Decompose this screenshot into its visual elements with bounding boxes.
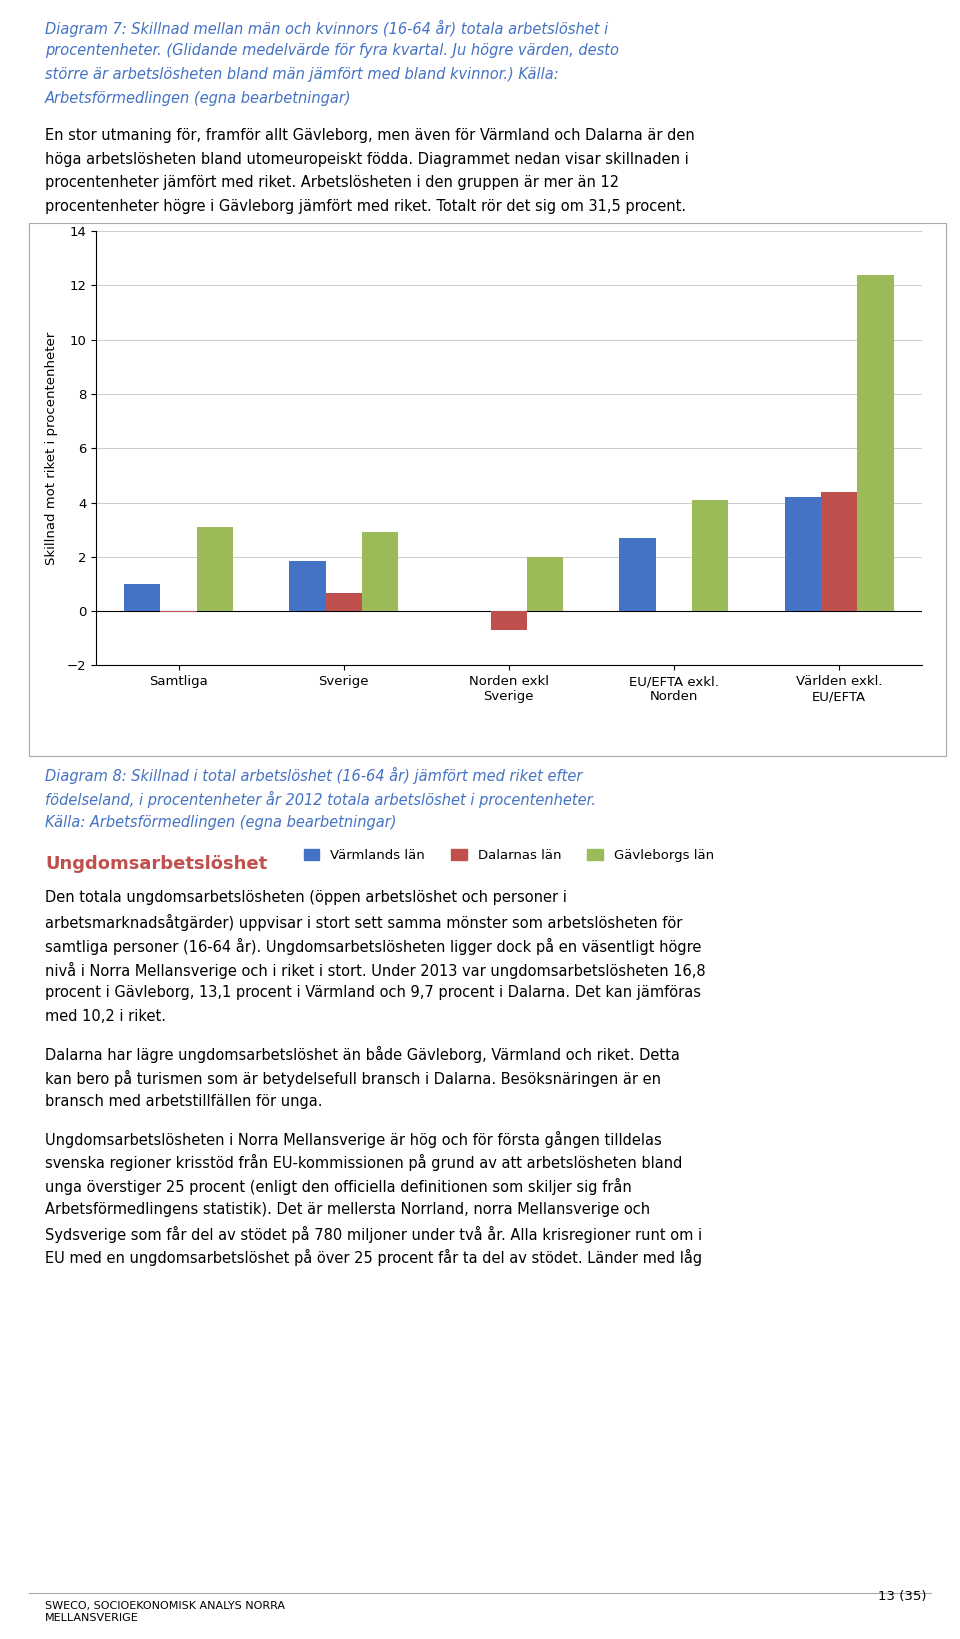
Text: En stor utmaning för, framför allt Gävleborg, men även för Värmland och Dalarna : En stor utmaning för, framför allt Gävle…: [45, 128, 695, 143]
Text: Diagram 8: Skillnad i total arbetslöshet (16-64 år) jämfört med riket efter: Diagram 8: Skillnad i total arbetslöshet…: [45, 767, 583, 783]
Text: procent i Gävleborg, 13,1 procent i Värmland och 9,7 procent i Dalarna. Det kan : procent i Gävleborg, 13,1 procent i Värm…: [45, 985, 701, 1000]
Text: arbetsmarknadsåtgärder) uppvisar i stort sett samma mönster som arbetslösheten f: arbetsmarknadsåtgärder) uppvisar i stort…: [45, 915, 683, 931]
Text: EU med en ungdomsarbetslöshet på över 25 procent får ta del av stödet. Länder me: EU med en ungdomsarbetslöshet på över 25…: [45, 1249, 703, 1267]
Text: kan bero på turismen som är betydelsefull bransch i Dalarna. Besöksnäringen är e: kan bero på turismen som är betydelseful…: [45, 1070, 661, 1087]
Text: Ungdomsarbetslösheten i Norra Mellansverige är hög och för första gången tilldel: Ungdomsarbetslösheten i Norra Mellansver…: [45, 1131, 661, 1147]
Text: Den totala ungdomsarbetslösheten (öppen arbetslöshet och personer i: Den totala ungdomsarbetslösheten (öppen …: [45, 890, 567, 905]
Text: procentenheter. (Glidande medelvärde för fyra kvartal. Ju högre värden, desto: procentenheter. (Glidande medelvärde för…: [45, 43, 619, 59]
Text: SWECO, SOCIOEKONOMISK ANALYS NORRA
MELLANSVERIGE: SWECO, SOCIOEKONOMISK ANALYS NORRA MELLA…: [45, 1601, 285, 1623]
Bar: [784, 497, 821, 611]
Text: Arbetsförmedlingen (egna bearbetningar): Arbetsförmedlingen (egna bearbetningar): [45, 90, 351, 107]
Text: Sydsverige som får del av stödet på 780 miljoner under två år. Alla krisregioner: Sydsverige som får del av stödet på 780 …: [45, 1226, 703, 1242]
Text: Diagram 7: Skillnad mellan män och kvinnors (16-64 år) totala arbetslöshet i: Diagram 7: Skillnad mellan män och kvinn…: [45, 20, 609, 36]
Bar: [124, 583, 160, 611]
Y-axis label: Skillnad mot riket i procentenheter: Skillnad mot riket i procentenheter: [45, 331, 59, 565]
Text: 13 (35): 13 (35): [877, 1590, 926, 1603]
Text: större är arbetslösheten bland män jämfört med bland kvinnor.) Källa:: större är arbetslösheten bland män jämfö…: [45, 67, 559, 82]
Bar: [692, 500, 729, 611]
Text: samtliga personer (16-64 år). Ungdomsarbetslösheten ligger dock på en väsentligt: samtliga personer (16-64 år). Ungdomsarb…: [45, 938, 702, 956]
Text: nivå i Norra Mellansverige och i riket i stort. Under 2013 var ungdomsarbetslösh: nivå i Norra Mellansverige och i riket i…: [45, 962, 706, 978]
Bar: [619, 538, 656, 611]
Bar: [289, 561, 325, 611]
Bar: [857, 274, 894, 611]
Bar: [821, 492, 857, 611]
Legend: Värmlands län, Dalarnas län, Gävleborgs län: Värmlands län, Dalarnas län, Gävleborgs …: [299, 844, 719, 867]
Bar: [197, 528, 233, 611]
Text: Dalarna har lägre ungdomsarbetslöshet än både Gävleborg, Värmland och riket. Det: Dalarna har lägre ungdomsarbetslöshet än…: [45, 1046, 680, 1064]
Text: höga arbetslösheten bland utomeuropeiskt födda. Diagrammet nedan visar skillnade: höga arbetslösheten bland utomeuropeiskt…: [45, 151, 689, 167]
Bar: [491, 611, 527, 629]
Bar: [362, 533, 398, 611]
Text: procentenheter högre i Gävleborg jämfört med riket. Totalt rör det sig om 31,5 p: procentenheter högre i Gävleborg jämfört…: [45, 198, 686, 215]
Text: unga överstiger 25 procent (enligt den officiella definitionen som skiljer sig f: unga överstiger 25 procent (enligt den o…: [45, 1178, 632, 1195]
Text: Källa: Arbetsförmedlingen (egna bearbetningar): Källa: Arbetsförmedlingen (egna bearbetn…: [45, 815, 396, 829]
Text: bransch med arbetstillfällen för unga.: bransch med arbetstillfällen för unga.: [45, 1093, 323, 1108]
Text: Arbetsförmedlingens statistik). Det är mellersta Norrland, norra Mellansverige o: Arbetsförmedlingens statistik). Det är m…: [45, 1201, 650, 1216]
Text: Ungdomsarbetslöshet: Ungdomsarbetslöshet: [45, 854, 268, 872]
Text: med 10,2 i riket.: med 10,2 i riket.: [45, 1010, 166, 1024]
Bar: [325, 593, 362, 611]
Bar: [527, 557, 564, 611]
Text: födelseland, i procentenheter år 2012 totala arbetslöshet i procentenheter.: födelseland, i procentenheter år 2012 to…: [45, 790, 596, 808]
Text: procentenheter jämfört med riket. Arbetslösheten i den gruppen är mer än 12: procentenheter jämfört med riket. Arbets…: [45, 175, 619, 190]
Text: svenska regioner krisstöd från EU-kommissionen på grund av att arbetslösheten bl: svenska regioner krisstöd från EU-kommis…: [45, 1154, 683, 1172]
